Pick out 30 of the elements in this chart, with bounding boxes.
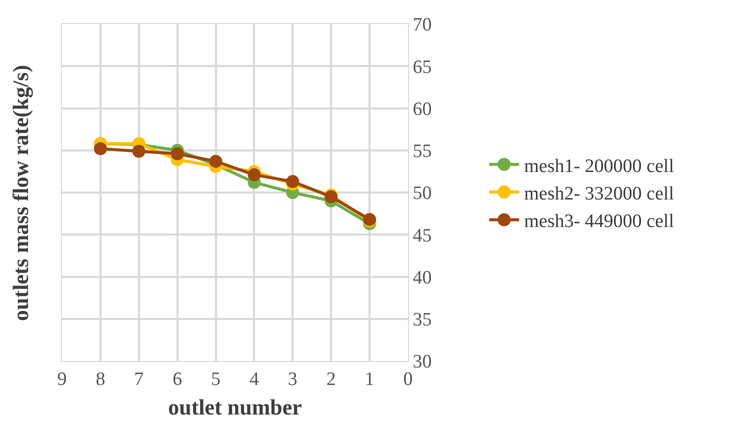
y-tick-label: 35 <box>412 310 432 331</box>
x-tick-label: 7 <box>134 368 144 390</box>
x-tick-label: 2 <box>326 368 336 390</box>
legend-label: mesh2- 332000 cell <box>524 183 674 204</box>
point <box>94 142 107 156</box>
y-tick-label: 65 <box>412 56 432 78</box>
point <box>209 154 222 168</box>
x-tick-label: 8 <box>96 368 106 390</box>
legend-label: mesh3- 449000 cell <box>524 211 674 232</box>
x-tick-label: 0 <box>403 368 413 390</box>
point <box>132 144 146 158</box>
legend-label: mesh1- 200000 cell <box>524 156 674 177</box>
y-tick-label: 45 <box>412 225 432 246</box>
point <box>248 168 261 182</box>
x-tick-label: 3 <box>288 368 298 390</box>
x-tick-label: 9 <box>57 368 67 390</box>
y-tick-label: 55 <box>412 141 432 162</box>
x-axis-title: outlet number <box>168 394 302 420</box>
y-axis-title: outlets mass flow rate(kg/s) <box>8 64 33 321</box>
x-tick-label: 4 <box>249 368 260 390</box>
y-tick-label: 60 <box>412 98 432 120</box>
y-tick-label: 30 <box>412 352 432 373</box>
y-tick-label: 40 <box>412 267 432 288</box>
y-tick-label: 50 <box>412 183 432 204</box>
x-tick-label: 1 <box>364 368 374 390</box>
x-tick-label: 5 <box>211 368 221 390</box>
point <box>170 147 184 160</box>
y-tick-label: 70 <box>412 14 432 36</box>
point <box>286 175 300 188</box>
x-tick-label: 6 <box>172 368 182 390</box>
